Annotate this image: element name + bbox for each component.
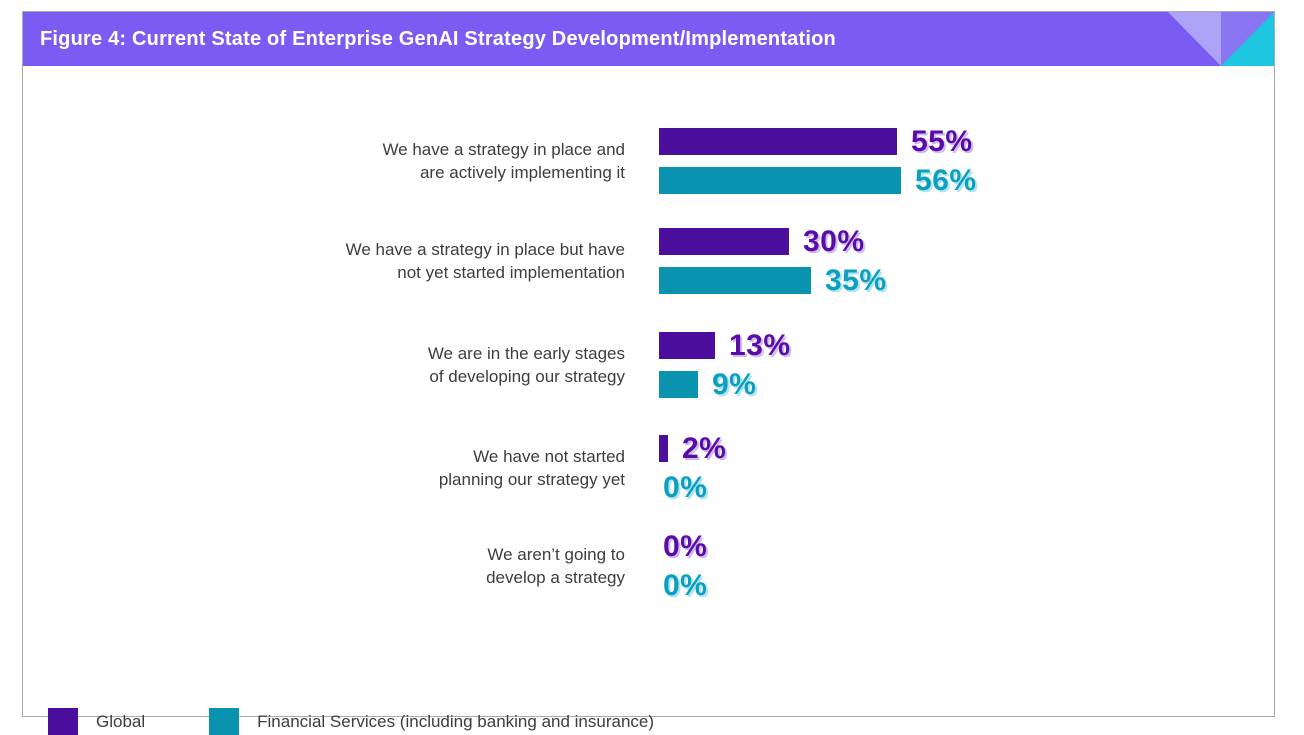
legend-item-financial: Financial Services (including banking an… <box>209 708 654 735</box>
teal-triangle-icon <box>1221 12 1274 66</box>
grouped-bar-chart: We have a strategy in place and are acti… <box>23 66 1274 735</box>
legend-swatch-icon <box>48 708 78 735</box>
value-label-global: 2% <box>682 432 727 465</box>
category-label: We aren’t going to develop a strategy <box>486 545 625 587</box>
bar-global <box>659 435 668 462</box>
legend-label: Financial Services (including banking an… <box>257 712 655 731</box>
value-label-global: 13% <box>729 329 791 362</box>
chart-row-group: We aren’t going to develop a strategy 0% 0… <box>23 530 1274 602</box>
bars-block: 0% 0% <box>659 530 1274 602</box>
bar-financial <box>659 371 698 398</box>
bar-row-global: 2% <box>659 432 1274 465</box>
legend-item-global: Global <box>48 708 145 735</box>
bar-row-global: 30% <box>659 225 1274 258</box>
value-label-financial: 9% <box>712 368 757 401</box>
bar-financial <box>659 167 901 194</box>
figure-card: Figure 4: Current State of Enterprise Ge… <box>22 11 1275 735</box>
value-label-global: 30% <box>803 225 865 258</box>
bar-row-financial: 56% <box>659 164 1274 197</box>
legend-swatch-icon <box>209 708 240 735</box>
bar-row-financial: 0% <box>659 569 1274 602</box>
bars-block: 55% 56% <box>659 125 1274 197</box>
bar-row-global: 55% <box>659 125 1274 158</box>
value-label-financial: 0% <box>663 569 708 602</box>
chart-row-group: We have not started planning our strateg… <box>23 432 1274 504</box>
bar-row-global: 13% <box>659 329 1274 362</box>
bar-global <box>659 228 789 255</box>
chart-legend: Global Financial Services (including bank… <box>48 708 654 735</box>
value-label-financial: 35% <box>825 264 887 297</box>
value-label-financial: 56% <box>915 164 977 197</box>
corner-triangles-decoration <box>1168 12 1274 66</box>
chart-row-group: We have a strategy in place but have not… <box>23 225 1274 297</box>
bar-row-global: 0% <box>659 530 1274 563</box>
category-label: We have a strategy in place but have not… <box>345 240 625 282</box>
bar-row-financial: 0% <box>659 471 1274 504</box>
bar-financial <box>659 267 811 294</box>
lavender-triangle-icon <box>1168 12 1221 66</box>
chart-row-group: We are in the early stages of developing… <box>23 329 1274 401</box>
chart-row-group: We have a strategy in place and are acti… <box>23 125 1274 197</box>
category-label: We have a strategy in place and are acti… <box>382 140 625 182</box>
category-label: We are in the early stages of developing… <box>427 344 625 386</box>
legend-label: Global <box>96 712 146 731</box>
category-label: We have not started planning our strateg… <box>438 447 625 489</box>
bar-global <box>659 332 715 359</box>
value-label-global: 0% <box>663 530 708 563</box>
bars-block: 13% 9% <box>659 329 1274 401</box>
bar-global <box>659 128 897 155</box>
figure-title: Figure 4: Current State of Enterprise Ge… <box>40 27 836 50</box>
value-label-global: 55% <box>911 125 973 158</box>
bars-block: 2% 0% <box>659 432 1274 504</box>
value-label-financial: 0% <box>663 471 708 504</box>
bar-row-financial: 35% <box>659 264 1274 297</box>
bar-row-financial: 9% <box>659 368 1274 401</box>
bars-block: 30% 35% <box>659 225 1274 297</box>
figure-header: Figure 4: Current State of Enterprise Ge… <box>23 12 1274 66</box>
